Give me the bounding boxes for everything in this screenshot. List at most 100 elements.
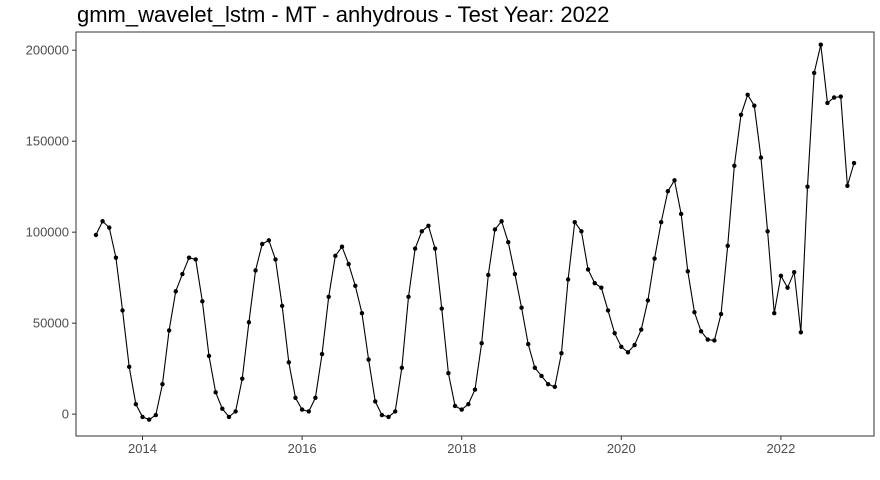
data-point <box>532 365 538 370</box>
data-point <box>452 403 458 409</box>
data-point <box>366 357 371 362</box>
data-point <box>665 189 671 194</box>
data-point <box>273 257 278 262</box>
x-tick-label: 2016 <box>288 441 317 456</box>
data-point <box>645 298 651 303</box>
x-tick-label: 2018 <box>447 441 476 456</box>
data-point <box>153 412 158 418</box>
data-point <box>605 308 611 313</box>
x-tick-label: 2020 <box>607 441 636 456</box>
y-tick-label: 200000 <box>26 43 69 58</box>
data-point <box>93 232 99 238</box>
data-point <box>785 285 790 290</box>
data-point <box>479 340 484 346</box>
data-point <box>499 219 504 224</box>
data-point <box>133 401 139 407</box>
data-point <box>459 407 464 412</box>
data-point <box>818 42 823 47</box>
data-point <box>206 353 212 359</box>
data-point <box>612 330 617 336</box>
data-point <box>220 406 225 411</box>
data-point <box>552 384 557 390</box>
data-point <box>765 229 770 234</box>
data-point <box>166 328 172 333</box>
data-point <box>512 271 518 277</box>
data-point <box>625 350 631 355</box>
data-point <box>100 219 105 224</box>
data-point <box>253 268 258 273</box>
data-point <box>359 310 365 316</box>
data-point <box>506 239 511 245</box>
data-point <box>652 256 657 261</box>
data-point <box>426 223 431 229</box>
data-point <box>393 409 398 414</box>
y-tick-label: 100000 <box>26 225 69 240</box>
data-point <box>572 219 577 225</box>
data-point <box>226 414 232 420</box>
data-point <box>539 373 544 379</box>
data-point <box>599 285 604 290</box>
data-point <box>293 395 298 400</box>
data-point <box>412 246 418 251</box>
data-point <box>632 342 637 348</box>
data-point <box>299 407 305 412</box>
data-point <box>738 112 744 118</box>
data-point <box>146 417 152 422</box>
data-point <box>752 103 757 108</box>
data-point <box>432 246 438 251</box>
data-point <box>113 255 119 260</box>
data-point <box>319 351 325 357</box>
data-point <box>732 163 737 168</box>
data-point <box>838 94 843 99</box>
data-point <box>266 238 272 243</box>
data-point <box>406 294 411 299</box>
data-point <box>772 310 777 316</box>
data-point <box>246 320 252 325</box>
data-point <box>240 376 245 381</box>
data-point <box>659 219 664 225</box>
chart-title: gmm_wavelet_lstm - MT - anhydrous - Test… <box>77 2 609 27</box>
data-point <box>446 371 451 376</box>
data-point <box>466 401 471 407</box>
data-point <box>173 289 178 294</box>
data-point <box>279 303 285 309</box>
series-line <box>95 44 855 421</box>
data-point <box>672 178 677 183</box>
y-tick-label: 50000 <box>33 316 69 331</box>
data-point <box>107 225 112 230</box>
data-point <box>492 227 498 232</box>
data-point <box>545 381 551 387</box>
data-point <box>306 409 311 414</box>
data-point <box>745 92 750 97</box>
data-point <box>845 183 850 188</box>
data-point <box>619 344 624 350</box>
data-point <box>685 269 690 274</box>
data-point <box>333 253 338 259</box>
data-point <box>186 255 192 260</box>
data-points <box>93 42 857 422</box>
data-point <box>353 283 358 289</box>
data-point <box>260 241 265 247</box>
data-point <box>725 243 730 249</box>
data-point <box>718 311 724 317</box>
data-point <box>519 305 524 310</box>
data-point <box>326 294 331 299</box>
x-axis: 2014 2016 2018 2020 2022 <box>128 436 795 456</box>
data-point <box>233 409 238 414</box>
data-point <box>386 414 391 420</box>
data-point <box>526 341 531 347</box>
data-point <box>120 308 125 313</box>
data-point <box>579 229 584 234</box>
data-point <box>399 365 405 370</box>
data-point <box>805 184 810 189</box>
data-point <box>193 257 198 262</box>
y-tick-label: 150000 <box>26 134 69 149</box>
data-point <box>213 390 218 395</box>
data-point <box>758 155 764 160</box>
data-point <box>419 229 424 234</box>
data-point <box>486 272 491 278</box>
data-point <box>585 267 591 272</box>
data-point <box>792 270 797 275</box>
data-point <box>692 310 697 315</box>
